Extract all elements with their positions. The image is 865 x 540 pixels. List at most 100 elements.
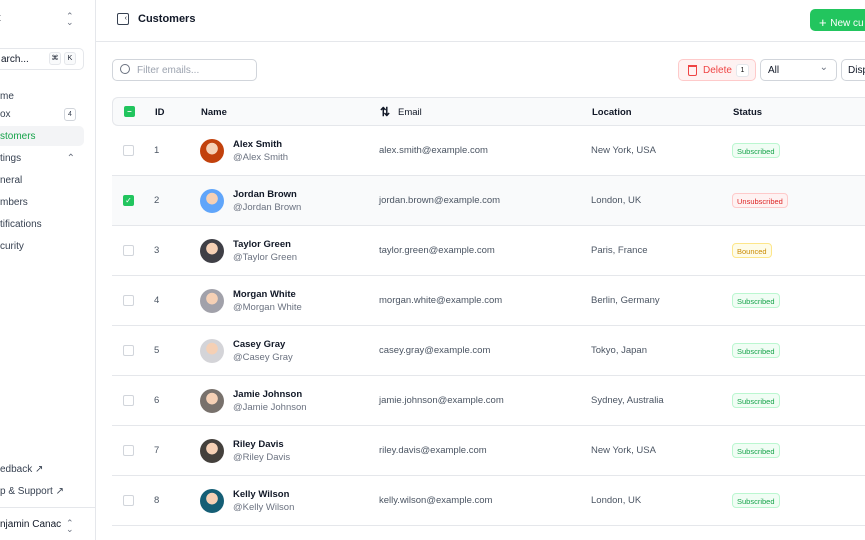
new-customer-button[interactable]: + New cu — [810, 9, 865, 31]
status-badge: Subscribed — [732, 493, 780, 508]
chevron-up-icon: ⌃ — [66, 153, 75, 164]
sidebar-item[interactable]: tifications — [0, 214, 84, 234]
row-checkbox[interactable] — [123, 295, 134, 306]
cell-handle: @Jamie Johnson — [233, 402, 307, 413]
avatar — [200, 239, 224, 263]
table-row[interactable]: 6 Jamie Johnson @Jamie Johnson jamie.joh… — [112, 376, 865, 426]
header-name: Name — [201, 107, 227, 118]
row-checkbox[interactable] — [123, 345, 134, 356]
sidebar-item[interactable]: mbers — [0, 192, 84, 212]
cell-email: taylor.green@example.com — [379, 245, 495, 256]
sidebar-item-label: tifications — [0, 219, 42, 230]
cell-location: London, UK — [591, 495, 642, 506]
status-badge: Unsubscribed — [732, 193, 788, 208]
row-checkbox[interactable] — [123, 495, 134, 506]
cell-email: jamie.johnson@example.com — [379, 395, 504, 406]
header-location: Location — [592, 107, 632, 118]
sidebar-item[interactable]: stomers — [0, 126, 84, 146]
sidebar-item-label: mbers — [0, 197, 28, 208]
table-row[interactable]: ✓ 2 Jordan Brown @Jordan Brown jordan.br… — [112, 176, 865, 226]
sort-icon[interactable]: ⇅ — [380, 105, 391, 119]
cell-email: jordan.brown@example.com — [379, 195, 501, 206]
cell-location: Berlin, Germany — [591, 295, 660, 306]
cell-handle: @Kelly Wilson — [233, 502, 295, 513]
cell-name: Jordan Brown — [233, 189, 297, 200]
main: ‹ Customers + New cu Filter emails... De… — [96, 0, 865, 540]
delete-button[interactable]: Delete 1 — [678, 59, 756, 81]
cell-location: Tokyo, Japan — [591, 345, 647, 356]
sidebar-item[interactable]: me — [0, 86, 84, 106]
filter-emails-input[interactable]: Filter emails... — [112, 59, 257, 81]
plus-icon: + — [819, 15, 831, 30]
team-switcher[interactable]: xt — [0, 12, 1, 24]
chevron-up-down-icon[interactable]: ⌃ ⌄ — [66, 11, 74, 27]
cell-name: Kelly Wilson — [233, 489, 290, 500]
cell-handle: @Casey Gray — [233, 352, 293, 363]
sidebar-item[interactable]: neral — [0, 170, 84, 190]
table-row[interactable]: 4 Morgan White @Morgan White morgan.whit… — [112, 276, 865, 326]
sidebar-toggle-icon[interactable]: ‹ — [117, 13, 129, 25]
search-icon — [120, 64, 130, 74]
display-label: Disp — [848, 65, 865, 76]
search-label: arch... — [1, 54, 29, 65]
cell-location: London, UK — [591, 195, 642, 206]
cell-location: New York, USA — [591, 445, 656, 456]
cell-id: 3 — [154, 245, 160, 256]
table-row[interactable]: 3 Taylor Green @Taylor Green taylor.gree… — [112, 226, 865, 276]
status-badge: Subscribed — [732, 343, 780, 358]
sidebar-item[interactable]: curity — [0, 236, 84, 256]
cell-email: kelly.wilson@example.com — [379, 495, 493, 506]
row-checkbox[interactable] — [123, 395, 134, 406]
search-button[interactable]: arch... ⌘ K — [0, 48, 84, 70]
sidebar-item[interactable]: ox 4 — [0, 104, 84, 124]
status-badge: Subscribed — [732, 393, 780, 408]
display-button[interactable]: Disp — [841, 59, 865, 81]
cell-email: casey.gray@example.com — [379, 345, 491, 356]
table-row[interactable]: 1 Alex Smith @Alex Smith alex.smith@exam… — [112, 126, 865, 176]
cell-id: 1 — [154, 145, 160, 156]
chevron-down-icon: ⌄ — [819, 62, 828, 73]
chevron-up-down-icon: ⌃ ⌄ — [66, 518, 74, 534]
help-support-link[interactable]: p & Support ↗ — [0, 486, 64, 497]
inbox-count-badge: 4 — [64, 108, 76, 121]
trash-icon — [688, 65, 697, 76]
new-button-label: New cu — [830, 18, 864, 29]
cell-email: alex.smith@example.com — [379, 145, 488, 156]
cell-id: 7 — [154, 445, 160, 456]
avatar — [200, 189, 224, 213]
cell-location: Sydney, Australia — [591, 395, 664, 406]
header-status: Status — [733, 107, 763, 118]
table-row[interactable]: 8 Kelly Wilson @Kelly Wilson kelly.wilso… — [112, 476, 865, 526]
status-select[interactable]: All ⌄ — [760, 59, 837, 81]
table-row[interactable]: 5 Casey Gray @Casey Gray casey.gray@exam… — [112, 326, 865, 376]
sidebar-item[interactable]: tings ⌃ — [0, 148, 84, 168]
cell-email: riley.davis@example.com — [379, 445, 487, 456]
cell-id: 2 — [154, 195, 160, 206]
cell-handle: @Taylor Green — [233, 252, 298, 263]
sidebar-item-label: neral — [0, 175, 23, 186]
select-all-checkbox[interactable]: – — [124, 106, 135, 117]
feedback-link[interactable]: edback ↗ — [0, 464, 44, 475]
status-badge: Subscribed — [732, 143, 780, 158]
cell-location: New York, USA — [591, 145, 656, 156]
delete-label: Delete — [703, 65, 732, 76]
header-id: ID — [155, 107, 165, 118]
user-name: njamin Canac — [0, 519, 62, 530]
cell-name: Morgan White — [233, 289, 296, 300]
user-menu[interactable]: njamin Canac ⌃ ⌄ — [0, 507, 95, 540]
row-checkbox[interactable] — [123, 245, 134, 256]
avatar — [200, 439, 224, 463]
status-select-value: All — [768, 65, 780, 76]
cell-id: 5 — [154, 345, 160, 356]
row-checkbox[interactable] — [123, 445, 134, 456]
cell-location: Paris, France — [591, 245, 648, 256]
table-header: – ID Name ⇅ Email Location Status — [112, 97, 865, 126]
kbd-cmd: ⌘ — [49, 52, 61, 65]
avatar — [200, 289, 224, 313]
row-checkbox[interactable] — [123, 145, 134, 156]
header-email[interactable]: Email — [398, 107, 422, 118]
table-row[interactable]: 7 Riley Davis @Riley Davis riley.davis@e… — [112, 426, 865, 476]
sidebar-item-label: tings — [0, 153, 22, 164]
kbd-k: K — [64, 52, 76, 65]
row-checkbox[interactable]: ✓ — [123, 195, 134, 206]
